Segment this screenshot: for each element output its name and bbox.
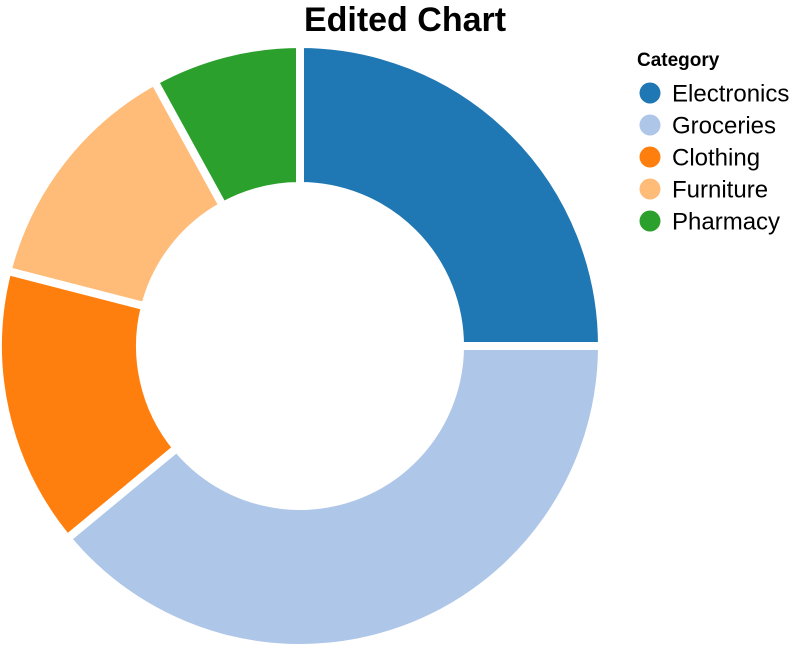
legend-label: Pharmacy	[672, 209, 780, 236]
legend-swatch	[639, 146, 661, 168]
legend-label: Groceries	[672, 113, 776, 140]
slice-clothing	[0, 266, 181, 543]
legend-label: Clothing	[672, 145, 760, 172]
legend-items: Electronics Groceries Clothing Furniture Pha…	[639, 81, 789, 236]
legend-swatch	[639, 82, 661, 104]
legend-item-furniture: Furniture	[639, 177, 768, 204]
legend-swatch	[639, 178, 661, 200]
legend-swatch	[639, 210, 661, 232]
legend-title: Category	[637, 50, 720, 71]
legend-label: Electronics	[672, 81, 789, 108]
legend-item-electronics: Electronics	[639, 81, 789, 108]
legend-item-clothing: Clothing	[639, 145, 760, 172]
slice-furniture	[3, 77, 227, 311]
slice-groceries	[63, 342, 606, 648]
chart-title: Edited Chart	[304, 1, 506, 39]
slice-pharmacy	[150, 40, 304, 210]
legend-item-groceries: Groceries	[639, 113, 776, 140]
legend: Category Electronics Groceries Clothing Fur…	[637, 50, 789, 236]
legend-swatch	[639, 114, 661, 136]
legend-item-pharmacy: Pharmacy	[639, 209, 780, 236]
legend-label: Furniture	[672, 177, 768, 204]
slices-group	[0, 40, 606, 648]
slice-electronics	[296, 40, 606, 350]
